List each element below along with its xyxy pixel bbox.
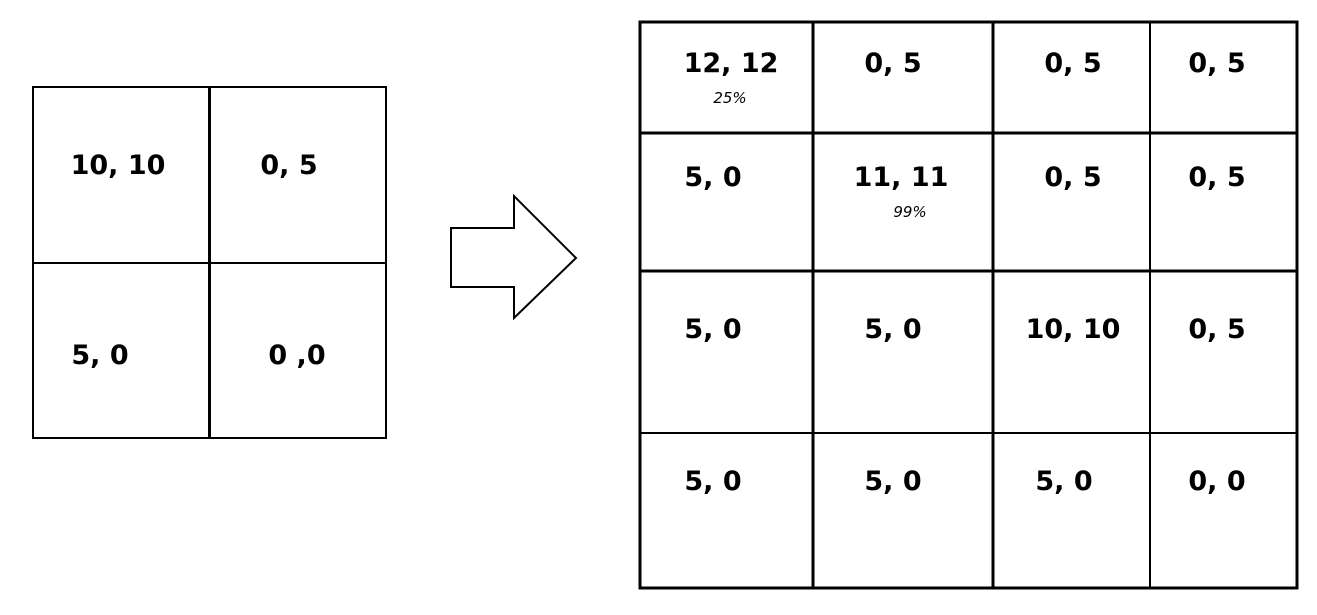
right-cell-1-0: 5, 0 xyxy=(684,162,741,193)
right-cell-0-1: 0, 5 xyxy=(864,48,921,79)
right-cell-3-2: 5, 0 xyxy=(1035,466,1092,497)
right-cell-2-2: 10, 10 xyxy=(1026,314,1121,345)
right-cell-1-2: 0, 5 xyxy=(1044,162,1101,193)
right-cell-1-3: 0, 5 xyxy=(1188,162,1245,193)
right-cell-0-0: 12, 12 xyxy=(684,48,779,79)
left-matrix xyxy=(32,86,387,439)
right-cell-1-1-percent: 99% xyxy=(893,203,926,221)
right-cell-2-0: 5, 0 xyxy=(684,314,741,345)
arrow-right-icon xyxy=(450,193,578,321)
left-cell-1-0: 5, 0 xyxy=(71,340,128,371)
right-cell-3-3: 0, 0 xyxy=(1188,466,1245,497)
right-cell-0-2: 0, 5 xyxy=(1044,48,1101,79)
right-cell-2-1: 5, 0 xyxy=(864,314,921,345)
right-cell-1-1: 11, 11 xyxy=(854,162,949,193)
right-cell-0-3: 0, 5 xyxy=(1188,48,1245,79)
right-cell-3-1: 5, 0 xyxy=(864,466,921,497)
left-cell-1-1: 0 ,0 xyxy=(268,340,325,371)
right-cell-3-0: 5, 0 xyxy=(684,466,741,497)
right-cell-2-3: 0, 5 xyxy=(1188,314,1245,345)
right-cell-0-0-percent: 25% xyxy=(713,89,746,107)
left-cell-0-1: 0, 5 xyxy=(260,150,317,181)
right-matrix xyxy=(638,20,1299,590)
left-cell-0-0: 10, 10 xyxy=(71,150,166,181)
